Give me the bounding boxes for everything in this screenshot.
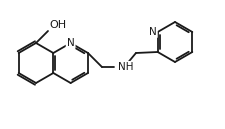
Text: OH: OH [49, 20, 66, 30]
Text: N: N [67, 38, 74, 48]
Text: N: N [149, 27, 157, 37]
Text: NH: NH [118, 62, 133, 72]
